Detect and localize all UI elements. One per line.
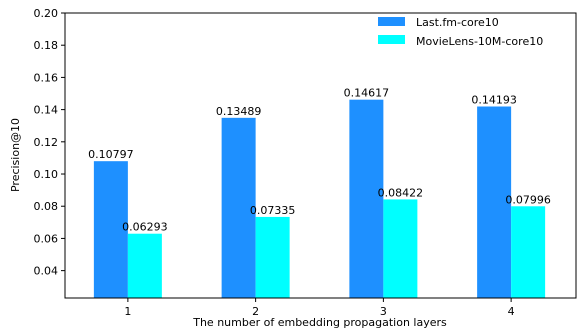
x-tick-label: 1 — [124, 305, 131, 318]
bar-last-fm-2 — [221, 117, 256, 298]
legend-label-movielens: MovieLens-10M-core10 — [416, 35, 543, 48]
bar-movielens-3 — [383, 199, 418, 298]
bar-movielens-4 — [511, 206, 546, 298]
x-axis-title: The number of embedding propagation laye… — [192, 316, 447, 329]
plot-frame — [64, 12, 577, 299]
data-label-last-fm-4: 0.14193 — [471, 94, 517, 107]
y-tick-label: 0.16 — [34, 71, 59, 84]
bar-last-fm-4 — [477, 106, 512, 299]
data-label-movielens-1: 0.06293 — [122, 221, 168, 234]
y-tick-label: 0.08 — [34, 200, 59, 213]
legend-swatch-last-fm — [378, 17, 405, 26]
data-label-movielens-4: 0.07996 — [505, 193, 551, 206]
y-tick-label: 0.14 — [34, 104, 59, 117]
x-tick-label: 3 — [380, 305, 387, 318]
data-label-last-fm-1: 0.10797 — [88, 148, 134, 161]
bars-layer — [93, 99, 546, 299]
y-tick-label: 0.12 — [34, 136, 59, 149]
data-label-last-fm-2: 0.13489 — [216, 105, 262, 118]
legend-swatch-movielens — [378, 35, 405, 44]
bar-movielens-1 — [127, 233, 162, 298]
y-axis: 0.04 0.06 0.08 0.10 0.12 0.14 0.16 0.18 0.20 — [34, 7, 65, 278]
data-label-movielens-3: 0.08422 — [378, 186, 424, 199]
bar-movielens-2 — [255, 216, 290, 298]
x-axis: 1 2 3 4 — [124, 298, 515, 318]
legend: Last.fm-core10 MovieLens-10M-core10 — [378, 16, 543, 48]
x-tick-label: 2 — [252, 305, 259, 318]
bar-last-fm-1 — [93, 161, 128, 298]
y-tick-label: 0.20 — [34, 7, 59, 20]
y-tick-label: 0.06 — [34, 232, 59, 245]
y-axis-title: Precision@10 — [9, 118, 22, 192]
y-tick-label: 0.18 — [34, 39, 59, 52]
data-label-last-fm-3: 0.14617 — [344, 87, 390, 100]
y-tick-label: 0.10 — [34, 168, 59, 181]
x-tick-label: 4 — [508, 305, 515, 318]
data-label-movielens-2: 0.07335 — [250, 204, 296, 217]
bar-last-fm-3 — [349, 99, 384, 299]
data-labels-layer: 0.10797 0.13489 0.14617 0.14193 0.06293 0.073… — [88, 87, 551, 234]
legend-label-last-fm: Last.fm-core10 — [416, 16, 499, 29]
y-tick-label: 0.04 — [34, 265, 59, 278]
